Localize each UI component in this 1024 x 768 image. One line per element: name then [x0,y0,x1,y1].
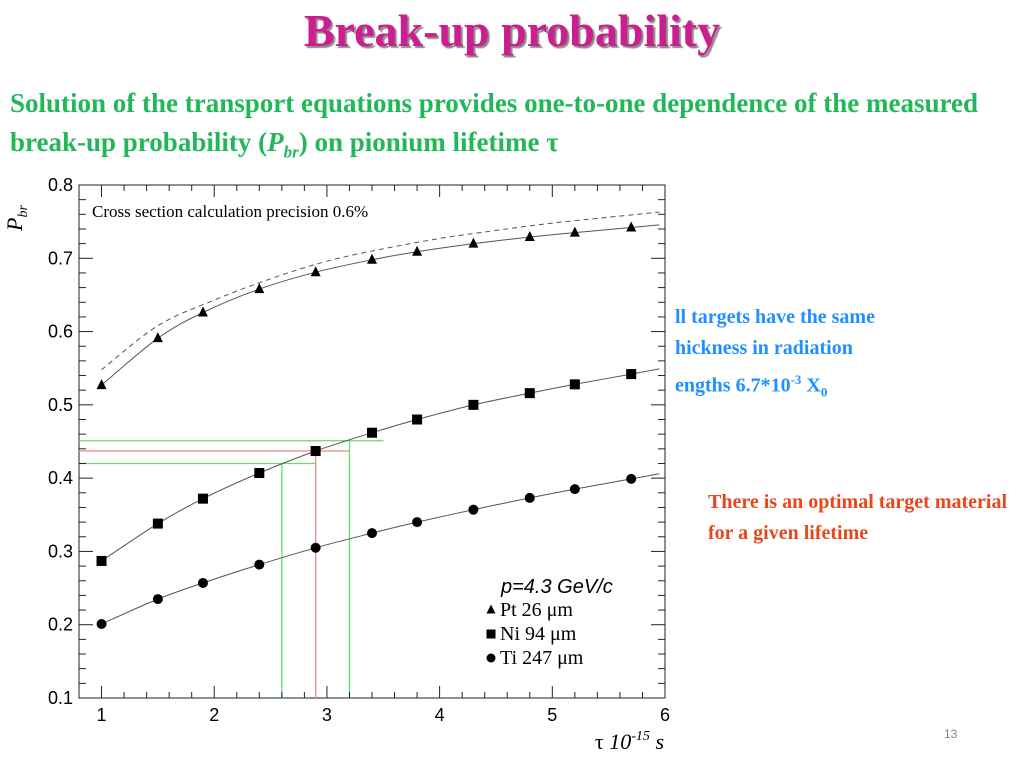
data-point-square [197,493,208,504]
targets-note: ll targets have the same hickness in rad… [675,302,975,408]
data-point-circle [254,559,265,570]
data-point-circle [96,618,107,629]
y-tick-label: 0.3 [48,541,73,561]
data-point-square [468,399,479,410]
data-point-square [96,555,107,566]
y-tick-label: 0.4 [48,468,73,488]
x-axis-label-base: 10 [609,729,631,754]
data-point-triangle [96,379,107,390]
page-number: 13 [944,727,958,741]
data-point-triangle [152,332,163,343]
data-point-circle [310,542,321,553]
targets-note-line1: ll targets have the same [675,306,875,328]
subtitle-text-part1: Solution of the transport equations prov… [10,88,979,157]
data-point-circle [197,577,208,588]
data-point-circle [468,504,479,515]
data-point-square [367,427,377,438]
fit-curves [101,211,660,625]
subtitle-br-subscript: br [283,142,299,162]
data-point-triangle [569,226,580,237]
data-point-circle [412,517,423,528]
legend-header-rest: =4.3 GeV/c [512,576,613,598]
y-axis-label-sub: br [16,205,31,218]
targets-note-line2: hickness in radiation [675,337,853,359]
data-point-triangle [468,237,479,248]
legend-entry-background [478,623,618,645]
data-point-triangle [310,266,321,277]
y-tick-label: 0.8 [48,175,73,195]
legend-label: Ti 247 μm [500,647,584,669]
legend-entry-background [478,647,618,669]
series-curve-0 [101,224,660,386]
targets-note-subscript: 0 [820,384,828,400]
data-point-triangle [197,306,208,317]
y-axis-label: Pbr [2,205,31,232]
legend-entry-background [478,599,618,621]
y-tick-label: 0.7 [48,248,73,268]
y-axis-ticks: 0.1 0.2 0.3 0.4 0.5 0.6 0.7 0.8 [48,175,665,708]
optimal-target-note: There is an optimal target material for … [708,491,1008,544]
x-tick-label: 5 [547,705,557,725]
subtitle-p-symbol: P [267,127,284,157]
data-point-square [569,379,580,390]
legend-label: Ni 94 μm [500,623,577,645]
x-axis-label-exp: -15 [631,729,650,744]
x-tick-label: 3 [322,705,332,725]
targets-note-line3: engths 6.7*10-3 X0 [675,364,975,408]
data-point-circle [152,594,163,605]
y-axis-label-main: P [2,218,27,232]
break-up-probability-chart: 1 2 3 4 5 6 0.1 0.2 0.3 0.4 0.5 0.6 0.7 0.8 Cross se… [2,175,670,754]
x-tick-label: 1 [97,705,107,725]
targets-note-line3-text: engths 6.7*10 [675,374,791,397]
data-point-triangle [254,283,265,294]
y-tick-label: 0.6 [48,322,73,342]
data-point-square [310,446,321,457]
y-tick-label: 0.2 [48,615,73,635]
data-point-square [626,369,637,380]
data-point-circle [569,484,580,495]
targets-note-exponent: -3 [790,372,802,387]
data-point-circle [626,473,637,484]
x-axis-ticks: 1 2 3 4 5 6 [97,185,670,725]
data-point-triangle [367,253,377,264]
legend-marker-triangle [486,604,496,614]
slide-title: Break-up probability [303,5,721,56]
data-point-square [254,468,265,479]
x-tick-label: 4 [435,705,445,725]
slide-subtitle: Solution of the transport equations prov… [10,84,1010,171]
data-point-square [152,518,163,529]
legend-marker-square [486,629,496,639]
annotation-background [86,200,466,228]
data-point-triangle [412,245,423,256]
x-tick-label: 6 [660,705,670,725]
data-point-circle [367,528,377,539]
x-axis-label-tau: τ [595,729,604,754]
data-point-triangle [626,221,637,232]
data-point-circle [524,492,535,503]
data-point-triangle [524,231,535,242]
legend-marker-circle [486,653,496,663]
legend-header-p: p [500,576,512,598]
legend-label: Pt 26 μm [500,599,573,621]
x-axis-label-unit: s [655,729,664,754]
data-point-square [412,414,423,425]
data-point-square [524,388,535,399]
data-markers [96,221,637,629]
x-axis-label: τ 10-15 s [595,729,664,754]
dashed-curve [101,211,660,371]
legend-header: p=4.3 GeV/c [500,576,613,598]
series-curve-1 [101,368,660,562]
targets-note-x: X [801,374,821,397]
x-tick-label: 2 [209,705,219,725]
chart-annotation: Cross section calculation precision 0.6% [92,202,368,221]
subtitle-text-part2: ) on pionium lifetime τ [298,127,559,157]
y-tick-label: 0.1 [48,688,73,708]
guide-lines [79,440,384,698]
y-tick-label: 0.5 [48,395,73,415]
